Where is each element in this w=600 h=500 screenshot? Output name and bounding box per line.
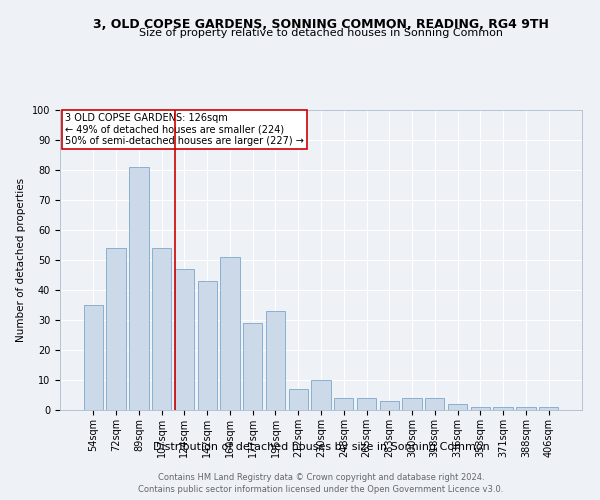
Bar [106,248,126,410]
Text: Size of property relative to detached houses in Sonning Common: Size of property relative to detached ho… [139,28,503,38]
Bar [516,407,536,410]
Bar [311,380,331,410]
Bar [84,305,103,410]
Bar [289,389,308,410]
Text: Distribution of detached houses by size in Sonning Common: Distribution of detached houses by size … [152,442,490,452]
Text: Contains public sector information licensed under the Open Government Licence v3: Contains public sector information licen… [139,485,503,494]
Bar [266,311,285,410]
Bar [539,407,558,410]
Text: 3, OLD COPSE GARDENS, SONNING COMMON, READING, RG4 9TH: 3, OLD COPSE GARDENS, SONNING COMMON, RE… [93,18,549,30]
Bar [448,404,467,410]
Bar [470,407,490,410]
Bar [357,398,376,410]
Bar [197,281,217,410]
Bar [403,398,422,410]
Text: 3 OLD COPSE GARDENS: 126sqm
← 49% of detached houses are smaller (224)
50% of se: 3 OLD COPSE GARDENS: 126sqm ← 49% of det… [65,113,304,146]
Bar [243,323,262,410]
Bar [334,398,353,410]
Bar [220,257,239,410]
Bar [175,269,194,410]
Bar [380,401,399,410]
Bar [425,398,445,410]
Bar [129,167,149,410]
Text: Contains HM Land Registry data © Crown copyright and database right 2024.: Contains HM Land Registry data © Crown c… [158,472,484,482]
Y-axis label: Number of detached properties: Number of detached properties [16,178,26,342]
Bar [493,407,513,410]
Bar [152,248,172,410]
